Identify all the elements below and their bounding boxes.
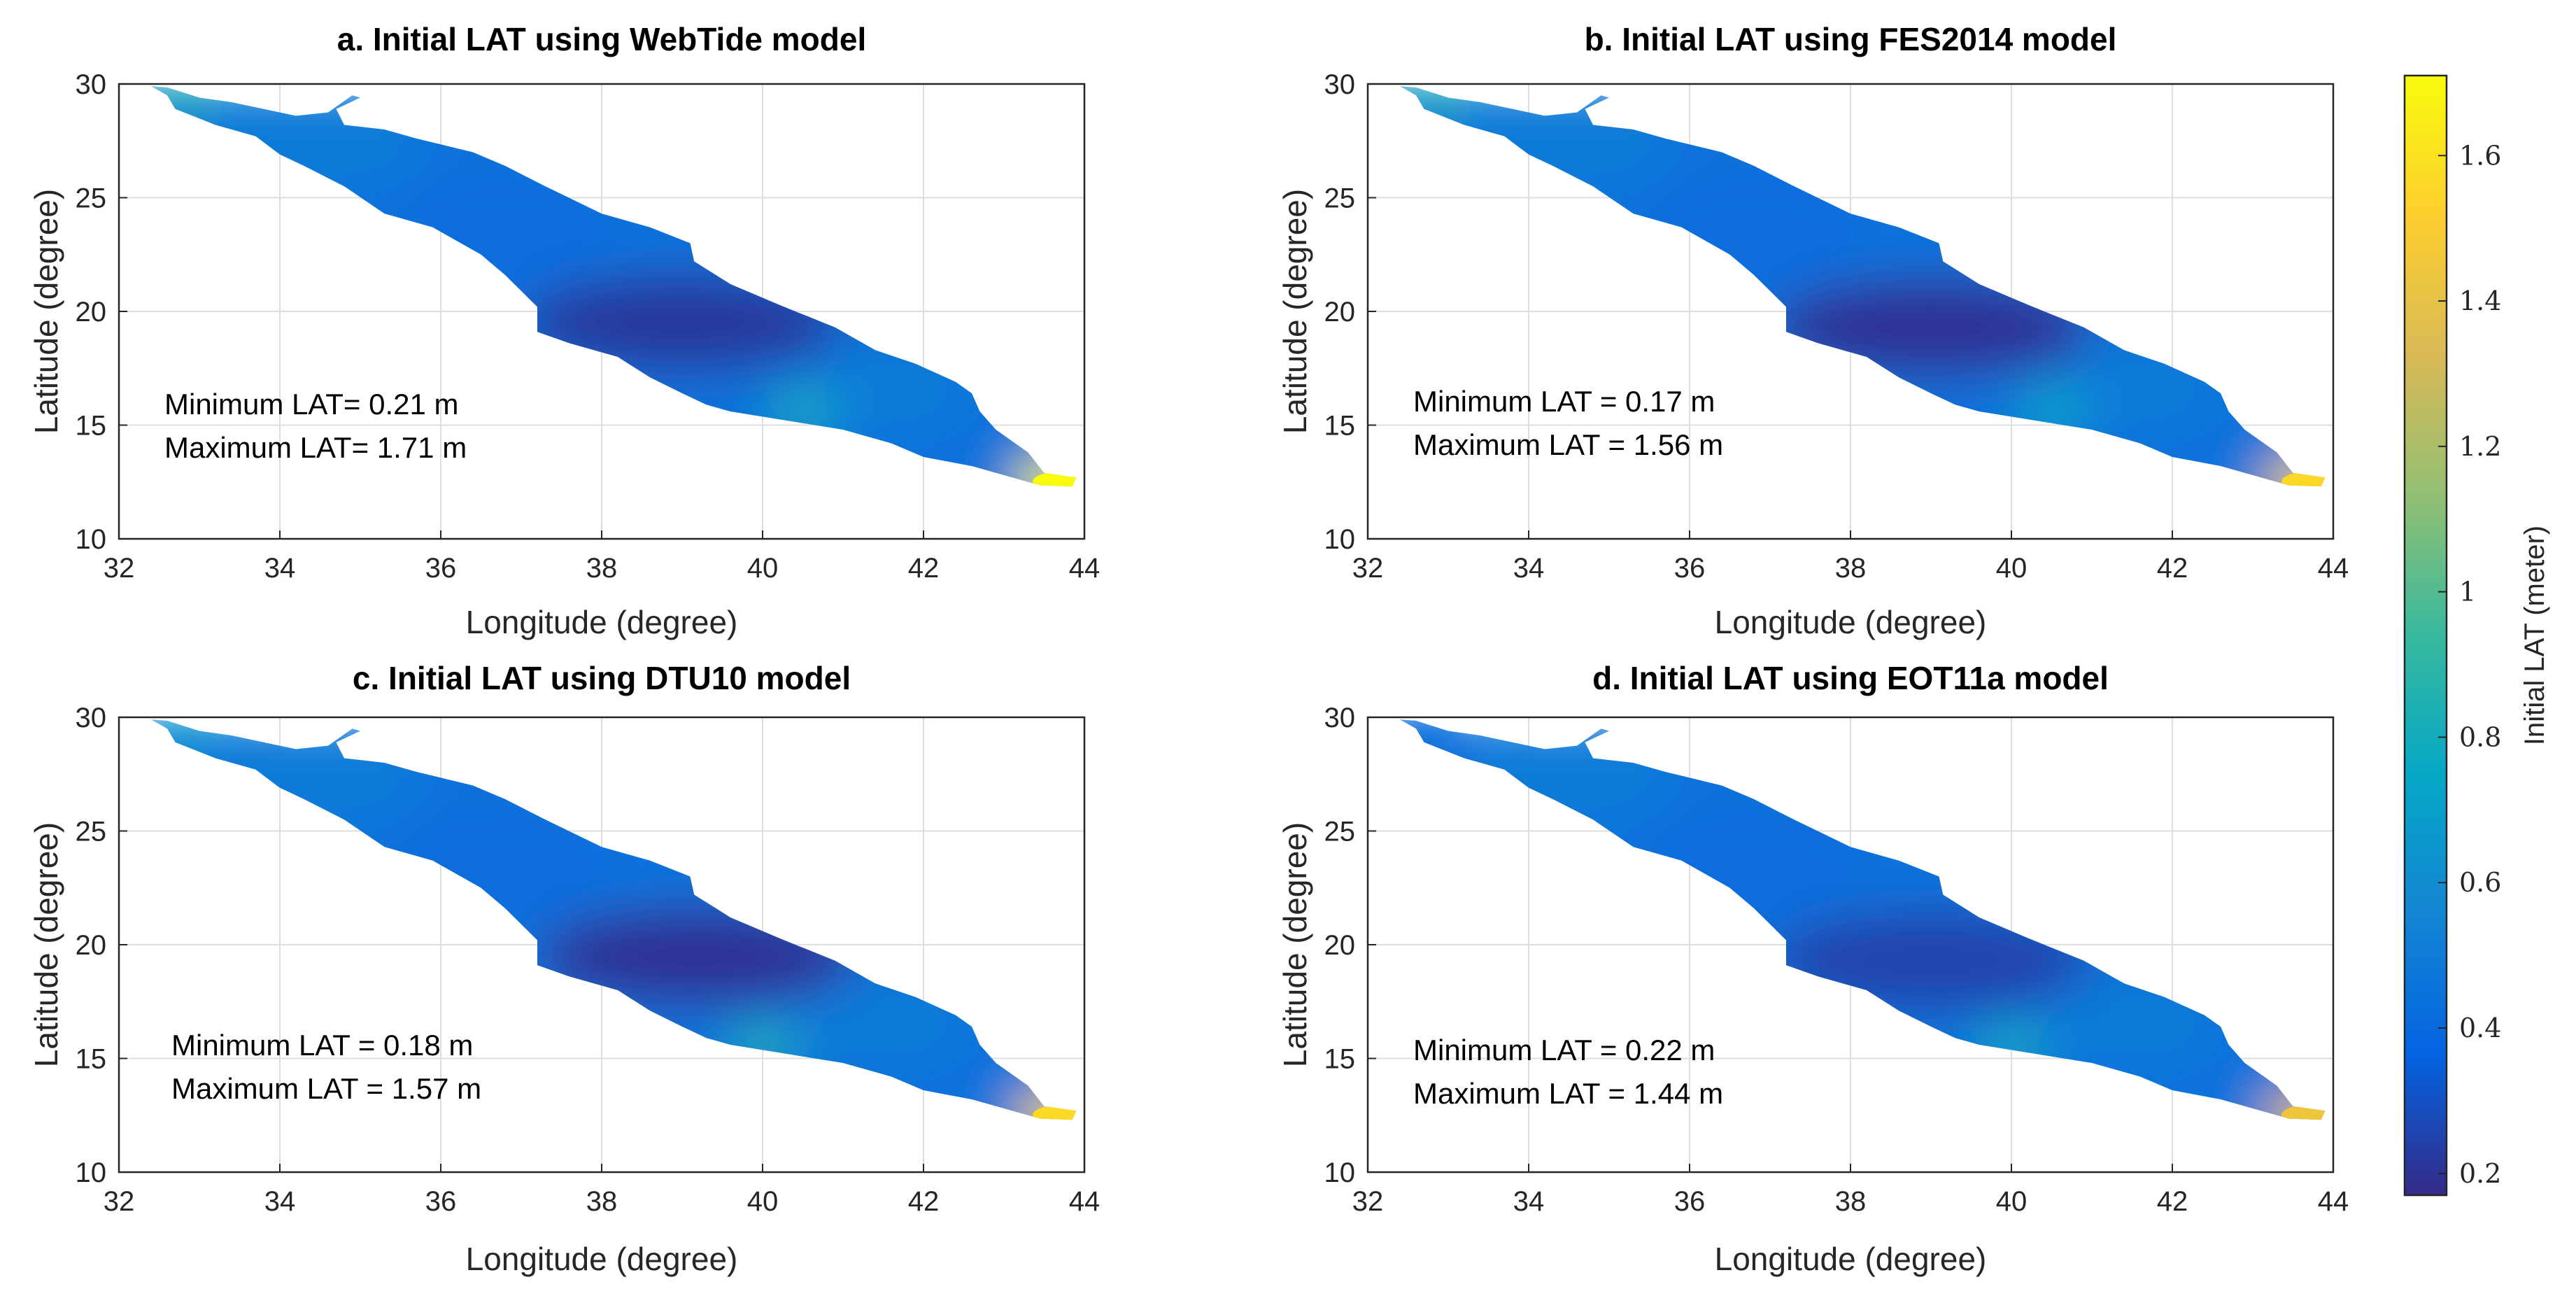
y-tick-label: 20 xyxy=(1324,930,1356,961)
y-tick-label: 15 xyxy=(76,411,107,442)
x-tick-label: 40 xyxy=(747,1186,779,1217)
field-blob xyxy=(2041,982,2223,1066)
x-tick-label: 34 xyxy=(1513,1186,1545,1217)
colorbar-tick-label: 0.4 xyxy=(2459,1013,2501,1043)
x-tick-label: 32 xyxy=(104,553,135,584)
y-tick-label: 15 xyxy=(1324,411,1356,442)
x-tick-label: 42 xyxy=(908,553,940,584)
x-tick-label: 32 xyxy=(1352,1186,1384,1217)
colorbar: 0.2 0.4 0.6 0.8 1 1.2 1.4 1.6 Initial LAT (mete… xyxy=(2403,74,2550,1197)
x-tick-label: 44 xyxy=(2318,553,2349,584)
colorbar-tick-label: 1.4 xyxy=(2459,286,2501,316)
tick-labels: 32 34 36 38 40 42 44 10 15 20 25 30 xyxy=(1324,69,2349,584)
lat-max-patch xyxy=(1033,472,1077,487)
x-tick-label: 42 xyxy=(2157,553,2188,584)
tick-labels: 32 34 36 38 40 42 44 10 15 20 25 30 xyxy=(76,69,1101,584)
y-tick-label: 30 xyxy=(1324,69,1356,100)
colorbar-gradient xyxy=(2403,74,2448,1197)
x-tick-label: 44 xyxy=(2318,1186,2349,1217)
y-tick-label: 25 xyxy=(76,183,107,214)
y-tick-label: 20 xyxy=(76,930,107,961)
lat-hotspot xyxy=(1770,911,2092,1010)
x-tick-label: 38 xyxy=(586,553,618,584)
max-lat-annotation: Maximum LAT= 1.71 m xyxy=(164,431,467,464)
x-tick-label: 40 xyxy=(1996,1186,2027,1217)
colorbar-label: Initial LAT (meter) xyxy=(2519,526,2550,745)
x-tick-label: 32 xyxy=(104,1186,135,1217)
lat-max-patch xyxy=(1033,1105,1077,1120)
x-axis-label: Longitude (degree) xyxy=(1715,1241,1987,1277)
colorbar-tick-label: 1.2 xyxy=(2459,431,2501,462)
y-tick-label: 20 xyxy=(76,297,107,328)
panel-a: a. Initial LAT using WebTide model 32 34 3… xyxy=(28,21,1100,640)
x-tick-label: 34 xyxy=(1513,553,1545,584)
colorbar-tick-label: 0.6 xyxy=(2459,867,2501,898)
x-axis-label: Longitude (degree) xyxy=(1715,604,1987,640)
tick-labels: 32 34 36 38 40 42 44 10 15 20 25 30 xyxy=(76,703,1101,1217)
y-tick-label: 25 xyxy=(1324,817,1356,847)
x-tick-label: 36 xyxy=(425,1186,457,1217)
x-tick-label: 34 xyxy=(264,553,296,584)
y-axis-label: Latitude (degree) xyxy=(1277,189,1313,434)
max-lat-annotation: Maximum LAT = 1.57 m xyxy=(171,1072,481,1105)
panel-d: d. Initial LAT using EOT11a model 32 34 36… xyxy=(1277,660,2349,1277)
y-tick-label: 10 xyxy=(1324,524,1356,555)
max-lat-annotation: Maximum LAT = 1.44 m xyxy=(1413,1077,1723,1110)
colorbar-tick-label: 0.8 xyxy=(2459,721,2501,752)
field-blob xyxy=(792,982,975,1066)
x-tick-label: 44 xyxy=(1069,1186,1101,1217)
panel-title: c. Initial LAT using DTU10 model xyxy=(353,660,851,696)
min-lat-annotation: Minimum LAT = 0.18 m xyxy=(171,1029,473,1062)
y-tick-label: 30 xyxy=(76,703,107,733)
x-tick-label: 44 xyxy=(1069,553,1101,584)
y-tick-label: 10 xyxy=(76,1157,107,1188)
y-tick-label: 25 xyxy=(1324,183,1356,214)
lat-hotspot xyxy=(521,274,843,372)
x-tick-label: 36 xyxy=(425,553,457,584)
y-axis-label: Latitude (degree) xyxy=(28,189,64,434)
panel-title: a. Initial LAT using WebTide model xyxy=(337,21,867,57)
y-tick-label: 10 xyxy=(1324,1157,1356,1188)
tick-labels: 32 34 36 38 40 42 44 10 15 20 25 30 xyxy=(1324,703,2349,1217)
colorbar-tick-label: 0.2 xyxy=(2459,1158,2501,1189)
y-axis-label: Latitude (degree) xyxy=(28,822,64,1067)
lat-max-patch xyxy=(2281,472,2326,487)
y-tick-label: 20 xyxy=(1324,297,1356,328)
y-tick-label: 10 xyxy=(76,524,107,555)
panel-title: d. Initial LAT using EOT11a model xyxy=(1592,660,2109,696)
colorbar-tick-label: 1 xyxy=(2459,577,2476,607)
min-lat-annotation: Minimum LAT = 0.22 m xyxy=(1413,1034,1715,1066)
x-tick-label: 34 xyxy=(264,1186,296,1217)
y-tick-label: 30 xyxy=(1324,703,1356,733)
colorbar-tick-label: 1.6 xyxy=(2459,140,2501,171)
y-tick-label: 15 xyxy=(76,1044,107,1075)
colorbar-ticks: 0.2 0.4 0.6 0.8 1 1.2 1.4 1.6 xyxy=(2438,140,2501,1189)
x-axis-label: Longitude (degree) xyxy=(466,604,738,640)
max-lat-annotation: Maximum LAT = 1.56 m xyxy=(1413,428,1723,461)
y-tick-label: 25 xyxy=(76,817,107,847)
x-tick-label: 38 xyxy=(586,1186,618,1217)
panel-title: b. Initial LAT using FES2014 model xyxy=(1585,21,2117,57)
y-tick-label: 15 xyxy=(1324,1044,1356,1075)
x-tick-label: 38 xyxy=(1835,553,1867,584)
x-tick-label: 40 xyxy=(747,553,779,584)
panel-b: b. Initial LAT using FES2014 model 32 34 3… xyxy=(1277,21,2349,640)
x-tick-label: 36 xyxy=(1674,1186,1706,1217)
x-axis-label: Longitude (degree) xyxy=(466,1241,738,1277)
min-lat-annotation: Minimum LAT = 0.17 m xyxy=(1413,385,1715,418)
x-tick-label: 42 xyxy=(2157,1186,2188,1217)
panel-c: c. Initial LAT using DTU10 model 32 34 36 3… xyxy=(28,660,1100,1277)
y-axis-label: Latitude (degree) xyxy=(1277,822,1313,1067)
x-tick-label: 42 xyxy=(908,1186,940,1217)
x-tick-label: 38 xyxy=(1835,1186,1867,1217)
lat-hotspot xyxy=(1770,278,2092,376)
x-tick-label: 40 xyxy=(1996,553,2027,584)
x-tick-label: 32 xyxy=(1352,553,1384,584)
x-tick-label: 36 xyxy=(1674,553,1706,584)
min-lat-annotation: Minimum LAT= 0.21 m xyxy=(164,388,459,421)
lat-max-patch xyxy=(2281,1105,2326,1120)
y-tick-label: 30 xyxy=(76,69,107,100)
